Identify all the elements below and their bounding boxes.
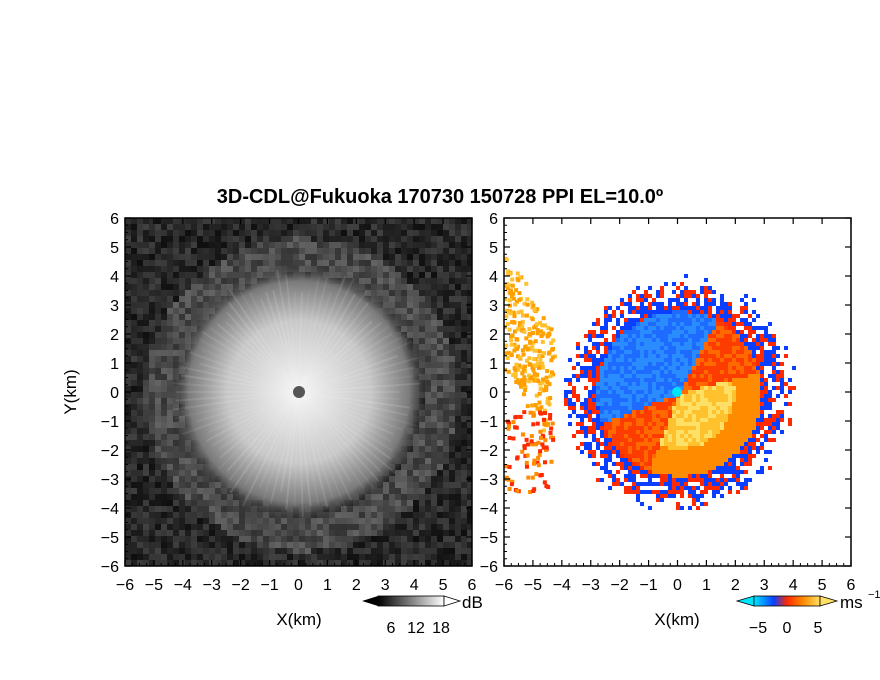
y-tick-label: 1 [489, 356, 498, 373]
radar-site-marker [672, 387, 682, 397]
x-tick-label: −5 [145, 577, 163, 594]
y-tick-label: −3 [480, 472, 498, 489]
y-tick-label: −3 [101, 472, 119, 489]
x-tick-label: 1 [702, 577, 711, 594]
y-tick-label: −1 [480, 414, 498, 431]
x-tick-label: −5 [524, 577, 542, 594]
x-tick-label: −3 [203, 577, 221, 594]
y-tick-label: −4 [480, 501, 498, 518]
x-tick-label: 6 [847, 577, 856, 594]
y-tick-label: 6 [110, 211, 119, 228]
y-tick-label: 2 [110, 327, 119, 344]
y-axis-label: Y(km) [61, 369, 80, 414]
x-tick-label: 5 [818, 577, 827, 594]
y-tick-label: −4 [101, 501, 119, 518]
x-tick-label: 2 [731, 577, 740, 594]
velocity-unit-exponent: −1 [868, 589, 880, 601]
colorbar-tick-label: 18 [432, 620, 450, 637]
x-tick-label: 0 [294, 577, 303, 594]
y-tick-label: 6 [489, 211, 498, 228]
x-tick-label: −4 [174, 577, 192, 594]
velocity-unit: ms [840, 593, 863, 612]
x-tick-label: −2 [611, 577, 629, 594]
y-tick-label: −2 [101, 443, 119, 460]
chart-title: 3D-CDL@Fukuoka 170730 150728 PPI EL=10.0… [216, 186, 664, 208]
x-tick-label: 5 [439, 577, 448, 594]
y-tick-label: −1 [101, 414, 119, 431]
y-tick-label: 2 [489, 327, 498, 344]
x-tick-label: 0 [673, 577, 682, 594]
x-tick-label: −3 [582, 577, 600, 594]
reflectivity-unit: dB [462, 593, 483, 612]
y-tick-label: 5 [110, 240, 119, 257]
colorbar-tick-label: −5 [749, 620, 767, 637]
y-tick-label: 4 [489, 269, 498, 286]
velocity-colorbar: ms −1 −5 0 5 [735, 589, 880, 637]
x-axis-ticks: −6 −5 −4 −3 −2 −1 0 1 2 3 4 5 6 [116, 218, 477, 594]
y-tick-label: 0 [489, 385, 498, 402]
y-tick-label: −5 [480, 530, 498, 547]
y-axis-ticks: 6 5 4 3 2 1 0 −1 −2 −3 −4 −5 −6 [480, 211, 851, 576]
x-tick-label: −4 [553, 577, 571, 594]
velocity-panel: −6 −5 −4 −3 −2 −1 0 1 2 3 4 5 6 6 5 4 3 2 1 0 −1 −2 −3 −4 −5−6 … [480, 211, 856, 629]
x-axis-ticks: −6 −5 −4 −3 −2 −1 0 1 2 3 4 5 6 [495, 218, 856, 594]
x-tick-label: −6 [495, 577, 513, 594]
y-axis-ticks: 6 5 4 3 2 1 0 −1 −2 −3 −4 −5 −6 [101, 211, 472, 576]
y-tick-label: −5 [101, 530, 119, 547]
y-tick-label: −2 [480, 443, 498, 460]
reflectivity-panel: −6 −5 −4 −3 −2 −1 0 1 2 3 4 5 6 6 5 4 3 2 1 0 −1 −2 −3 −4 −5−6 … [61, 211, 477, 629]
y-tick-label: 4 [110, 269, 119, 286]
y-tick-label: 5 [489, 240, 498, 257]
x-axis-label: X(km) [276, 610, 321, 629]
x-tick-label: 6 [468, 577, 477, 594]
y-tick-label: 3 [489, 298, 498, 315]
x-tick-label: −1 [260, 577, 278, 594]
x-tick-label: 3 [760, 577, 769, 594]
x-axis-label: X(km) [654, 610, 699, 629]
colorbar-tick-label: 6 [387, 620, 396, 637]
colorbar-tick-label: 0 [783, 620, 792, 637]
x-tick-label: 4 [410, 577, 419, 594]
x-tick-label: −6 [116, 577, 134, 594]
reflectivity-colorbar: dB 6 12 18 [362, 593, 483, 637]
y-tick-label: 0 [110, 385, 119, 402]
colorbar-tick-label: 5 [814, 620, 823, 637]
y-tick-label: −6 [480, 559, 498, 576]
x-tick-label: 3 [381, 577, 390, 594]
y-tick-label: −6 [101, 559, 119, 576]
x-tick-label: 1 [323, 577, 332, 594]
x-tick-label: −1 [639, 577, 657, 594]
x-tick-label: 2 [352, 577, 361, 594]
x-tick-label: 4 [789, 577, 798, 594]
y-tick-label: 3 [110, 298, 119, 315]
x-tick-label: −2 [232, 577, 250, 594]
radar-site-marker [293, 386, 305, 398]
y-tick-label: 1 [110, 356, 119, 373]
colorbar-tick-label: 12 [407, 620, 425, 637]
